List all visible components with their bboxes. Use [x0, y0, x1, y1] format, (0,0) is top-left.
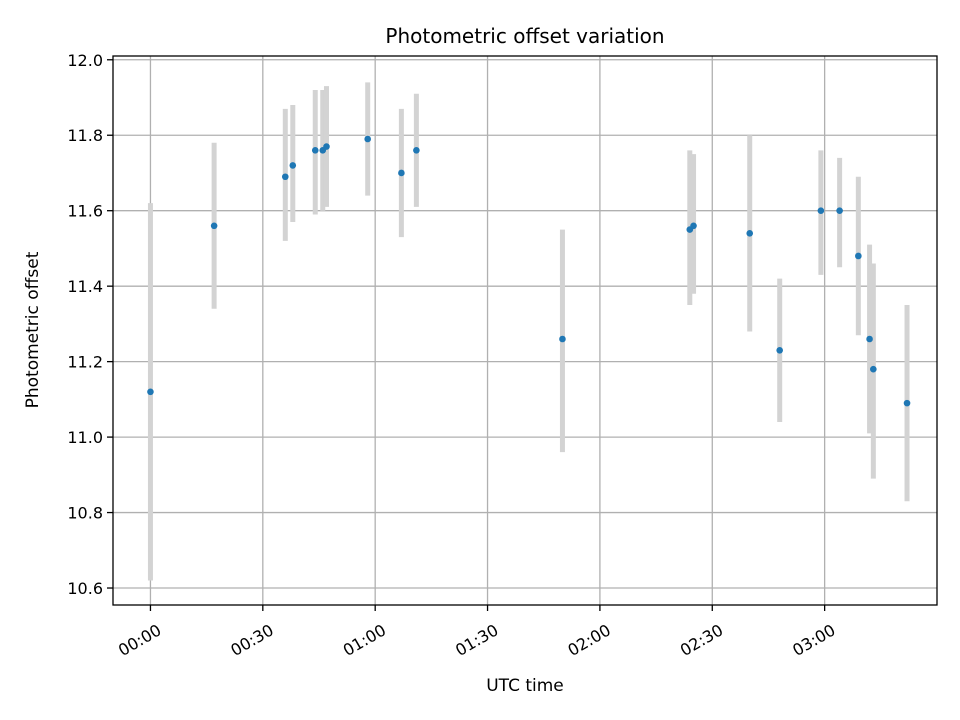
x-tick-label: 03:00 [789, 620, 838, 660]
y-tick-label: 11.8 [67, 126, 103, 145]
x-tick-label: 01:00 [340, 620, 389, 660]
data-point [398, 169, 405, 177]
y-tick-label: 12.0 [67, 51, 103, 70]
chart-title: Photometric offset variation [385, 24, 664, 48]
data-point [746, 230, 754, 237]
data-point [776, 347, 783, 354]
data-point [413, 147, 420, 154]
y-tick-label: 11.6 [67, 202, 103, 221]
y-tick-label: 10.6 [67, 579, 103, 598]
error-bar-layer [147, 82, 910, 581]
data-point [866, 335, 873, 343]
tick-layer: 00:00 00:30 01:00 01:30 02:00 02:30 03:00 10.6 1… [67, 51, 838, 660]
grid-layer [113, 56, 937, 605]
x-axis-label: UTC time [486, 676, 564, 696]
plot-frame [112, 55, 938, 606]
x-tick-label: 00:30 [227, 620, 276, 660]
data-point [364, 135, 371, 143]
data-point-layer [147, 135, 911, 407]
data-point [817, 207, 825, 215]
data-point [311, 147, 319, 154]
y-tick-label: 11.2 [67, 353, 103, 372]
y-tick-label: 11.0 [67, 428, 103, 447]
data-point [210, 222, 218, 230]
x-tick-label: 00:00 [115, 620, 164, 660]
data-point [147, 388, 154, 396]
data-point [281, 173, 289, 181]
data-point [559, 335, 566, 343]
x-tick-label: 02:30 [677, 620, 726, 660]
y-axis-label: Photometric offset [23, 251, 43, 408]
data-point [289, 162, 297, 169]
data-point [836, 207, 843, 215]
y-tick-label: 11.4 [67, 277, 103, 296]
y-tick-label: 10.8 [67, 504, 103, 523]
x-tick-label: 02:00 [564, 620, 613, 660]
data-point [323, 143, 330, 150]
data-point [855, 252, 862, 260]
data-point [903, 399, 911, 407]
x-tick-label: 01:30 [452, 620, 501, 660]
data-point [690, 222, 697, 230]
data-point [870, 365, 877, 373]
